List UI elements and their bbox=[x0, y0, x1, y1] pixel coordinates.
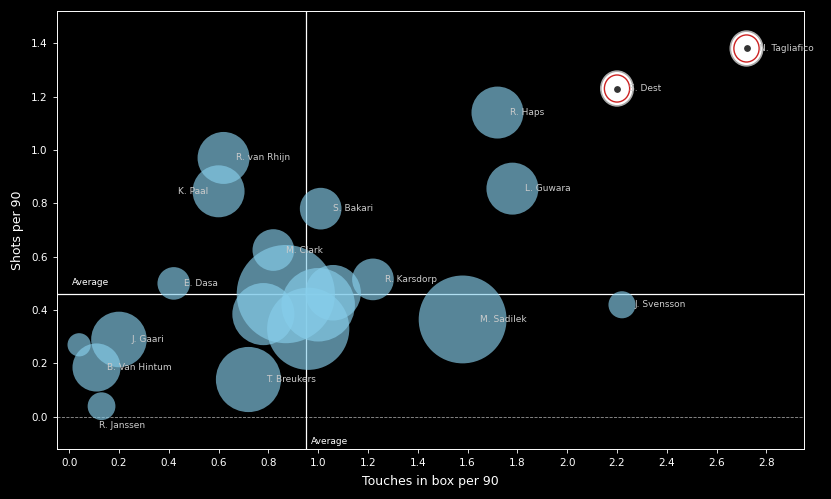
Text: L. Guwara: L. Guwara bbox=[525, 184, 571, 193]
Point bbox=[302, 325, 315, 333]
Text: Average: Average bbox=[71, 278, 109, 287]
Point bbox=[610, 84, 623, 92]
Point bbox=[279, 290, 293, 298]
Text: S. Dest: S. Dest bbox=[629, 84, 661, 93]
Point bbox=[242, 376, 255, 384]
Text: S. Bakari: S. Bakari bbox=[333, 204, 373, 213]
Text: R. van Rhijn: R. van Rhijn bbox=[236, 153, 290, 163]
Text: K. Paal: K. Paal bbox=[179, 187, 209, 196]
Text: R. Haps: R. Haps bbox=[510, 108, 544, 117]
Text: M. Clark: M. Clark bbox=[286, 246, 322, 254]
Point bbox=[312, 301, 325, 309]
Text: R. Karsdorp: R. Karsdorp bbox=[386, 275, 437, 284]
Point bbox=[740, 44, 753, 52]
Point bbox=[267, 246, 280, 254]
Text: J. Gaari: J. Gaari bbox=[131, 335, 165, 344]
Point bbox=[491, 109, 504, 117]
Text: T. Breukers: T. Breukers bbox=[266, 375, 316, 384]
Point bbox=[217, 154, 230, 162]
Text: N. Tagliafico: N. Tagliafico bbox=[759, 44, 814, 53]
Text: M. Sadilek: M. Sadilek bbox=[480, 315, 527, 324]
Point bbox=[327, 289, 340, 297]
Point bbox=[257, 310, 270, 318]
Text: R. Janssen: R. Janssen bbox=[99, 421, 145, 430]
Point bbox=[167, 279, 180, 287]
Point bbox=[314, 205, 327, 213]
Point bbox=[212, 187, 225, 195]
Text: J. Svensson: J. Svensson bbox=[634, 300, 686, 309]
Point bbox=[72, 341, 86, 349]
Point bbox=[456, 315, 470, 323]
Text: E. Dasa: E. Dasa bbox=[184, 279, 218, 288]
Point bbox=[366, 275, 380, 283]
Point bbox=[506, 185, 519, 193]
Point bbox=[615, 301, 628, 309]
Text: Average: Average bbox=[311, 437, 348, 446]
Circle shape bbox=[730, 31, 763, 66]
X-axis label: Touches in box per 90: Touches in box per 90 bbox=[361, 475, 499, 488]
Circle shape bbox=[601, 71, 633, 106]
Y-axis label: Shots per 90: Shots per 90 bbox=[11, 190, 24, 270]
Point bbox=[112, 335, 125, 343]
Text: B. Van Hintum: B. Van Hintum bbox=[106, 363, 171, 372]
Point bbox=[95, 402, 108, 410]
Point bbox=[90, 363, 103, 371]
